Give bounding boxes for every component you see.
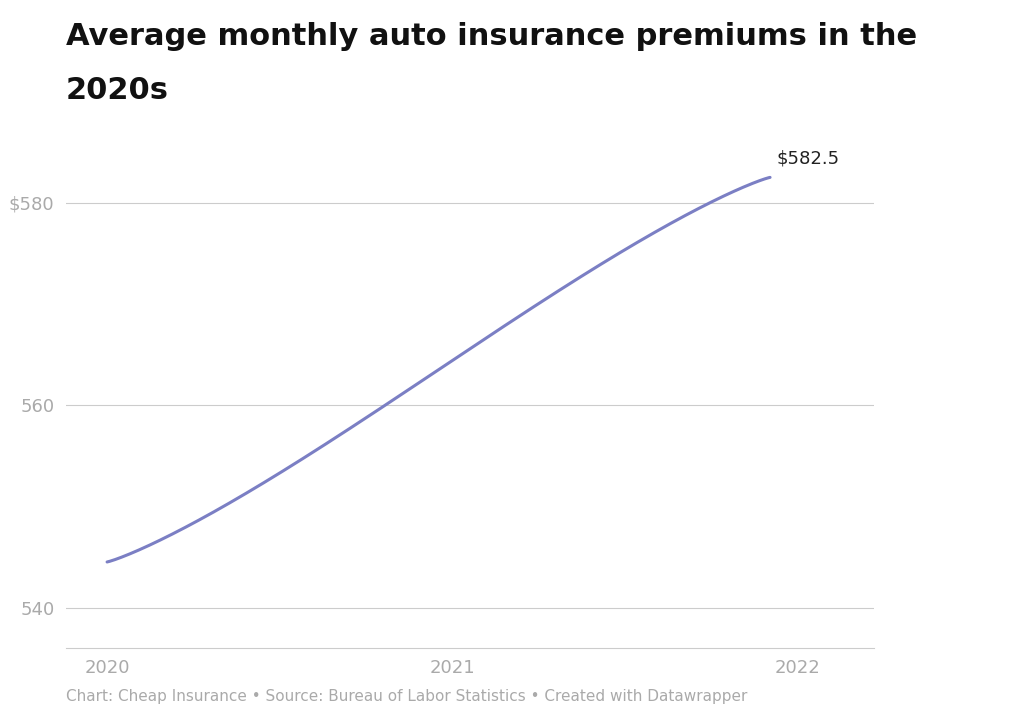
Text: Average monthly auto insurance premiums in the: Average monthly auto insurance premiums …: [66, 22, 917, 50]
Text: Chart: Cheap Insurance • Source: Bureau of Labor Statistics • Created with Dataw: Chart: Cheap Insurance • Source: Bureau …: [66, 689, 747, 704]
Text: $582.5: $582.5: [777, 149, 840, 167]
Text: 2020s: 2020s: [66, 76, 169, 104]
